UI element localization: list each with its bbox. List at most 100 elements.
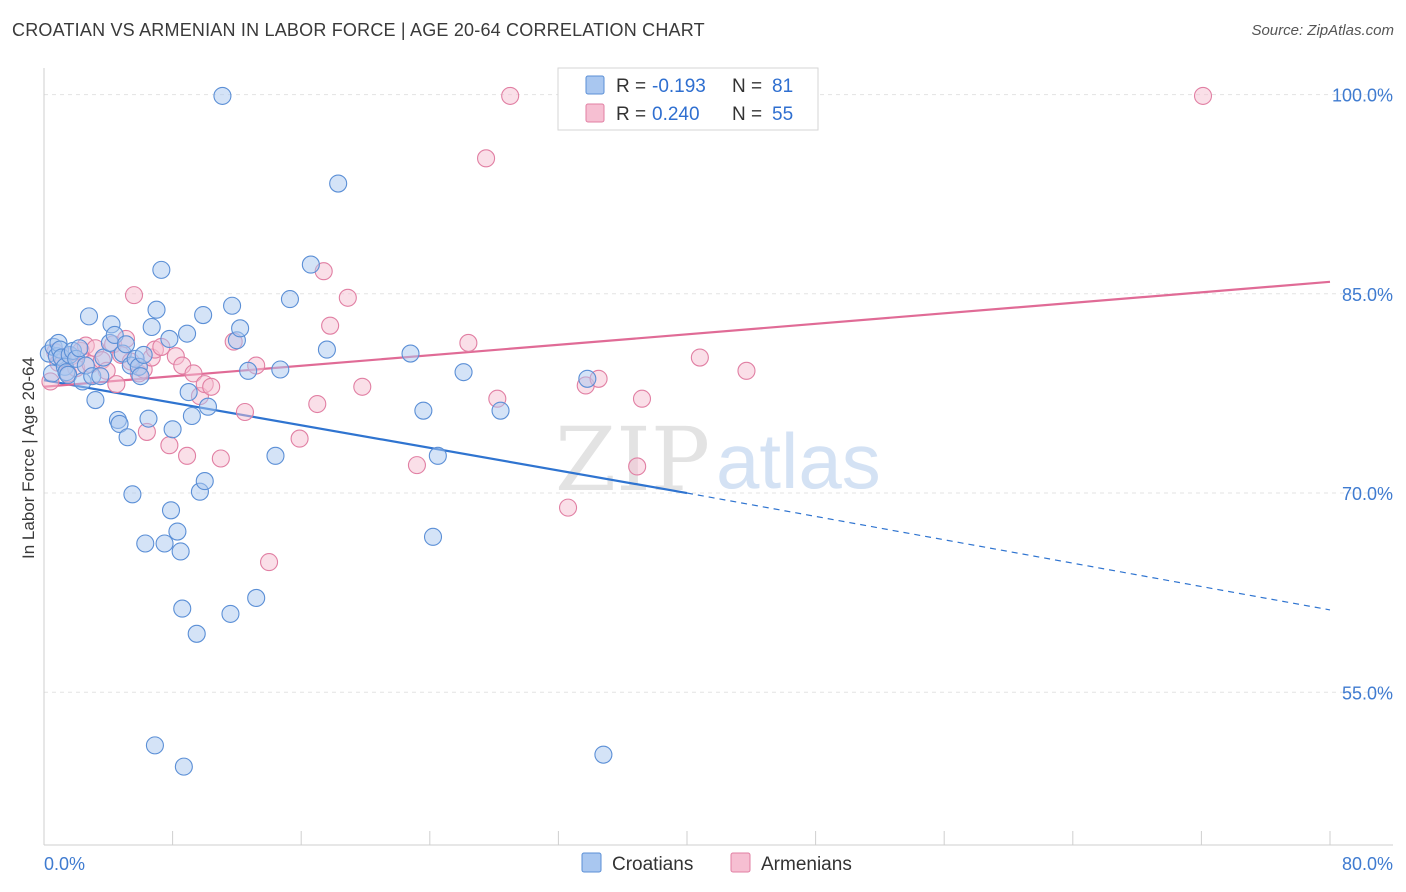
armenians-point: [1193, 86, 1213, 105]
croatians-point: [131, 367, 150, 386]
croatians-point: [266, 446, 285, 465]
armenians-point: [690, 348, 709, 367]
croatians-point: [221, 604, 240, 623]
armenians-point: [160, 436, 179, 455]
legend-n-value-armenians: 55: [772, 104, 793, 125]
legend-r-label-armenians: R =: [616, 104, 646, 125]
series-legend-croatians: Croatians: [612, 854, 693, 875]
legend-n-value-croatians: 81: [772, 76, 793, 97]
legend-r-value-croatians: -0.193: [652, 76, 706, 97]
legend-n-label-armenians: N =: [732, 104, 762, 125]
armenians-point: [459, 333, 478, 352]
croatians-point: [578, 369, 597, 388]
croatians-point: [163, 420, 182, 439]
series-legend-armenians: Armenians: [761, 854, 852, 875]
armenians-point: [477, 149, 496, 168]
x-tick-label-min: 0.0%: [44, 854, 85, 874]
croatians-point: [178, 324, 197, 343]
armenians-point: [202, 377, 221, 396]
croatians-point: [223, 296, 242, 315]
croatians-point: [213, 86, 232, 105]
legend-r-label-croatians: R =: [616, 76, 646, 97]
croatians-point: [198, 397, 218, 416]
croatians-point: [179, 383, 198, 402]
y-tick-label: 85.0%: [1342, 285, 1393, 305]
croatians-point: [317, 340, 336, 359]
armenians-point: [107, 375, 126, 394]
croatians-point: [160, 329, 179, 349]
croatians-point: [423, 527, 443, 546]
series-legend-swatch-croatians: [581, 852, 602, 873]
chart-title: CROATIAN VS ARMENIAN IN LABOR FORCE | AG…: [12, 20, 705, 40]
armenians-point: [628, 457, 647, 476]
croatians-point: [454, 363, 473, 382]
croatians-point: [168, 522, 187, 541]
correlation-legend: R = -0.193 N = 81 R = 0.240 N = 55: [557, 67, 819, 131]
croatians-point: [118, 428, 137, 447]
armenians-point: [235, 402, 254, 422]
croatians-point: [491, 401, 510, 420]
armenians-point: [558, 498, 578, 517]
y-tick-label: 100.0%: [1332, 86, 1393, 106]
croatians-point: [171, 542, 190, 561]
tick-labels: 55.0% 70.0% 85.0% 100.0% 0.0% 80.0%: [44, 86, 1393, 874]
croatians-point: [139, 409, 158, 428]
croatians-point: [136, 534, 155, 553]
croatians-point: [134, 345, 153, 364]
croatians-point: [247, 588, 266, 608]
croatians-points: [39, 86, 613, 776]
croatians-point: [428, 446, 447, 465]
armenians-point: [338, 288, 357, 307]
series-legend: Croatians Armenians: [581, 852, 852, 875]
croatians-point: [239, 361, 258, 380]
croatians-point: [123, 485, 142, 504]
armenians-point: [321, 316, 340, 335]
croatians-point: [161, 501, 181, 520]
axes: [43, 68, 1393, 846]
croatians-trend-line: [43, 379, 688, 495]
croatians-point: [147, 300, 166, 319]
croatians-point: [182, 406, 201, 426]
croatians-point: [414, 401, 433, 420]
armenians-point: [501, 86, 520, 105]
croatians-point: [280, 290, 299, 309]
grid-lines: [44, 94, 1393, 693]
watermark-atlas: atlas: [716, 417, 881, 505]
armenians-point: [178, 446, 197, 465]
legend-swatch-armenians: [585, 103, 605, 123]
armenians-point: [737, 361, 756, 380]
croatians-point: [174, 757, 193, 776]
legend-r-value-armenians: 0.240: [652, 104, 700, 125]
croatians-point: [301, 255, 320, 274]
croatians-point: [594, 745, 613, 764]
armenians-point: [184, 364, 203, 383]
croatians-point: [187, 624, 206, 643]
croatians-point: [231, 319, 250, 338]
croatians-point: [155, 534, 174, 553]
croatians-point: [195, 472, 214, 491]
croatians-point: [70, 339, 89, 358]
y-tick-label: 70.0%: [1342, 484, 1393, 504]
croatians-point: [142, 317, 161, 337]
croatians-point: [271, 360, 290, 379]
armenians-point: [124, 286, 144, 305]
series-legend-swatch-armenians: [730, 852, 751, 873]
croatians-point: [401, 344, 420, 363]
chart-source: Source: ZipAtlas.com: [1251, 22, 1394, 39]
armenians-point: [632, 389, 652, 408]
legend-swatch-croatians: [585, 75, 605, 95]
croatians-point: [194, 305, 213, 325]
croatians-point: [116, 335, 136, 354]
x-tick-label-max: 80.0%: [1342, 854, 1393, 874]
croatians-point: [329, 174, 348, 193]
croatians-trend-extension: [686, 492, 1331, 611]
y-axis-label: In Labor Force | Age 20-64: [19, 357, 38, 559]
armenians-point: [407, 456, 426, 475]
armenians-point: [353, 377, 372, 396]
croatians-point: [145, 736, 164, 755]
armenians-point: [259, 553, 279, 572]
armenians-point: [290, 429, 309, 448]
croatians-point: [173, 599, 192, 618]
croatians-point: [91, 367, 110, 386]
